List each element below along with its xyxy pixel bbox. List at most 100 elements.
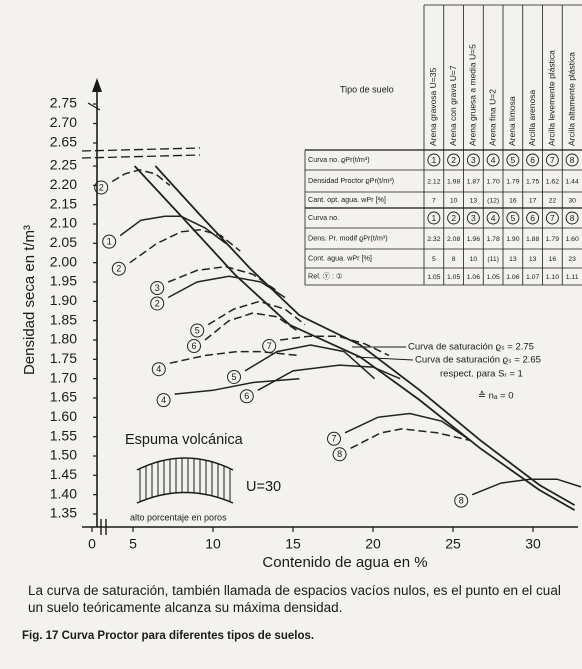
x-axis-label: Contenido de agua en % [262,554,427,571]
table-cell: 4 [491,213,496,223]
table-cell: 1.79 [506,178,519,185]
y-tick-label: 2.00 [50,253,77,269]
table-cell: 22 [549,197,557,204]
y-axis-arrow [92,78,102,92]
table-cell: 1.88 [526,236,539,243]
table-cell: 1.98 [447,178,460,185]
y-tick-label: 1.60 [50,408,77,424]
table-cell: (12) [487,197,499,204]
table-cell: 1.60 [566,236,579,243]
table-cell: 1.90 [506,236,519,243]
proctor-curve [351,429,471,448]
y-tick-label: 1.70 [50,369,77,385]
y-tick-label: 2.75 [50,95,77,111]
table-cell: 1.44 [566,178,579,185]
curve-label: 2 [99,182,104,192]
curve-label: 3 [155,283,160,293]
table-cell: 8 [570,213,575,223]
curve-label: 7 [331,434,336,444]
table-cell: 1 [432,213,437,223]
table-cell: 1.05 [487,274,500,281]
curve-label: 5 [195,325,200,335]
x-tick-label: 0 [88,536,96,552]
curve-label: 8 [459,496,464,506]
chart: Densidad seca en t/m³ Contenido de agua … [0,0,582,620]
proctor-curve [175,379,300,394]
table-cell: 16 [509,197,517,204]
saturation-label: Curva de saturación ϱₛ = 2.75 [408,342,534,353]
row-label: Densidad Proctor ϱPr(t/m³) [308,176,394,185]
y-axis-break [82,155,200,158]
proctor-curve [168,276,285,297]
proctor-curve [130,230,240,263]
column-header: Arcilla levemente plástica [547,50,557,146]
table-cell: 6 [530,213,535,223]
y-tick-label: 1.40 [50,485,77,501]
curve-label: 6 [244,391,249,401]
x-tick-label: 5 [129,536,137,552]
table-cell: 6 [530,155,535,165]
proctor-curve [170,352,300,364]
table-cell: 1.06 [506,274,519,281]
table-cell: 7 [550,213,555,223]
saturation-curve [135,166,575,510]
table-cell: 8 [452,256,456,263]
row-label: Cant. opt. agua. wPr [%] [308,195,386,204]
table-cell: 1.05 [427,274,440,281]
curve-label: 8 [337,449,342,459]
row-label: Curva no. ϱPr(t/m³) [308,155,370,164]
x-tick-label: 15 [285,536,301,552]
table-cell: 1.05 [447,274,460,281]
y-axis-break [82,148,200,151]
curve-label: 4 [156,364,161,374]
column-header: Arcilla arenosa [527,90,537,146]
table-cell: 3 [471,155,476,165]
caption: La curva de saturación, también llamada … [28,582,568,616]
column-header: Arcilla altamente plástica [566,52,576,146]
table-cell: 1.07 [526,274,539,281]
figure-caption: Fig. 17 Curva Proctor para diferentes ti… [22,630,314,642]
table-cell: 2.12 [427,178,440,185]
table-cell: 1.96 [467,236,480,243]
table-cell: 1.70 [487,178,500,185]
curve-label: 6 [191,341,196,351]
inset-title: Espuma volcánica [125,432,244,448]
table-cell: 2.32 [427,236,440,243]
table-cell: 2 [451,155,456,165]
y-tick-label: 1.85 [50,311,77,327]
table-cell: 1.75 [526,178,539,185]
table-cell: 1.11 [566,274,579,281]
table-cell: 7 [550,155,555,165]
row-label: Cont. agua. wPr [%] [308,253,372,262]
table-cell: 2.08 [447,236,460,243]
table-cell: 1.87 [467,178,480,185]
table-cell: 1.79 [546,236,559,243]
annotation: respect. para Sᵣ = 1 [440,369,523,380]
row-label: Dens. Pr. modif ϱPr(t/m³) [308,233,388,242]
y-tick-label: 2.70 [50,114,77,130]
table-cell: 5 [432,256,436,263]
y-tick-label: 1.95 [50,273,77,289]
table-cell: 4 [491,155,496,165]
y-tick-label: 1.80 [50,331,77,347]
x-tick-label: 30 [525,536,541,552]
proctor-curve [258,365,400,390]
y-tick-label: 2.25 [50,157,77,173]
row-label: Rel. ⓨ : ① [308,271,342,280]
x-tick-label: 20 [365,536,381,552]
column-header: Arena fina U=2 [487,89,497,146]
table-cell: 23 [568,256,576,263]
column-header: Arena gruesa a media U=5 [468,44,478,146]
table-cell: 13 [529,256,537,263]
table-cell: 13 [509,256,517,263]
x-tick-label: 25 [445,536,461,552]
table-cell: (11) [487,256,499,263]
proctor-curve [120,216,226,243]
y-tick-label: 1.45 [50,466,77,482]
table-cell: 17 [529,197,537,204]
x-tick-label: 10 [205,536,221,552]
table-cell: 8 [570,155,575,165]
table-cell: 1 [432,155,437,165]
saturation-label: Curva de saturación ϱₛ = 2.65 [415,355,541,366]
table-cell: 7 [432,197,436,204]
